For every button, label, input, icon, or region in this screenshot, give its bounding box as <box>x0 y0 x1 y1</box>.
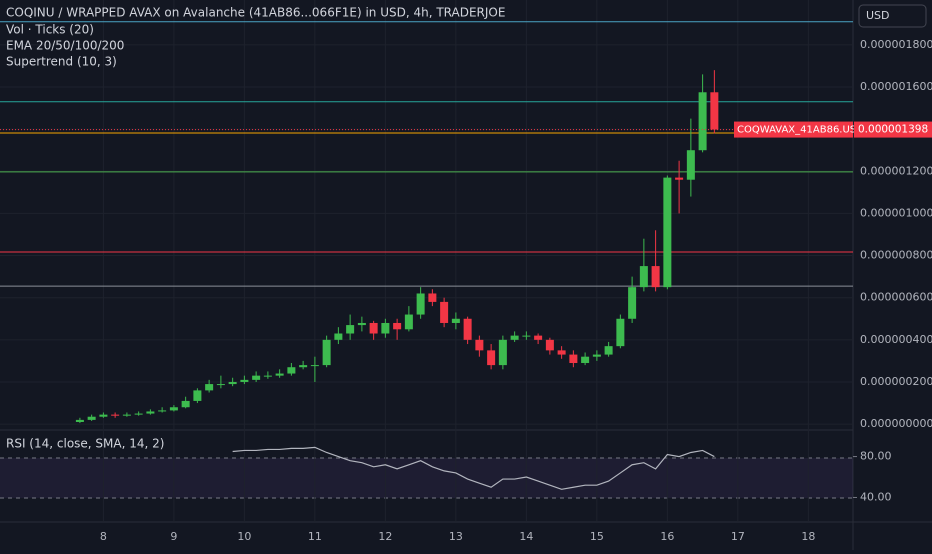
y-tick-label: 0.000000000 <box>860 417 932 430</box>
candle-body <box>581 356 590 364</box>
candle-body <box>181 400 190 408</box>
candle-body <box>522 335 531 337</box>
candle-body <box>534 335 543 340</box>
y-tick-label: 0.000001800 <box>860 38 932 51</box>
candle-body <box>416 293 425 315</box>
symbol-tag: COQWAVAX_41AB86.USD <box>737 125 864 136</box>
indicator: Vol · Ticks (20) <box>6 23 94 37</box>
candle-body <box>487 350 496 366</box>
candle-body <box>369 322 378 334</box>
candle-body <box>134 413 143 415</box>
rsi-line <box>232 446 715 490</box>
rsi-title: RSI (14, close, SMA, 14, 2) <box>6 437 164 451</box>
x-tick-label: 11 <box>308 530 322 543</box>
x-tick-label: 17 <box>731 530 745 543</box>
candle-body <box>675 177 684 180</box>
x-tick-label: 13 <box>449 530 463 543</box>
candle-body <box>498 339 507 366</box>
candle-body <box>334 333 343 340</box>
x-tick-label: 18 <box>801 530 815 543</box>
candle-body <box>475 339 484 351</box>
candle-body <box>322 339 331 366</box>
candle-body <box>111 414 120 416</box>
x-tick-label: 15 <box>590 530 604 543</box>
x-tick-label: 8 <box>100 530 107 543</box>
y-tick-label: 0.000000600 <box>860 291 932 304</box>
candle-body <box>346 325 355 334</box>
candle-body <box>193 390 202 401</box>
candle-body <box>451 318 460 323</box>
rsi-tick-label: 80.00 <box>860 450 892 463</box>
candle-body <box>252 375 261 380</box>
rsi-band <box>0 458 853 498</box>
candle-body <box>651 266 660 288</box>
candle-body <box>240 379 249 382</box>
candle-body <box>545 339 554 351</box>
y-tick-label: 0.000001600 <box>860 80 932 93</box>
candle-body <box>87 416 96 420</box>
candle-body <box>263 375 272 377</box>
x-tick-label: 10 <box>237 530 251 543</box>
candle-body <box>628 287 637 319</box>
candle-body <box>381 322 390 334</box>
candle-body <box>663 177 672 288</box>
y-tick-label: 0.000001200 <box>860 164 932 177</box>
currency-button[interactable] <box>858 4 927 28</box>
candle-body <box>75 419 84 422</box>
x-tick-label: 14 <box>519 530 533 543</box>
symbol-tag-bg <box>734 121 853 138</box>
candle-body <box>592 354 601 357</box>
x-tick-label: 9 <box>170 530 177 543</box>
candle-body <box>99 414 108 417</box>
chart-title: COQINU / WRAPPED AVAX on Avalanche (41AB… <box>6 6 505 20</box>
y-tick-label: 0.000000200 <box>860 375 932 388</box>
candle-body <box>357 322 366 326</box>
candle-body <box>169 407 178 411</box>
candle-body <box>275 373 284 376</box>
y-tick-label: 0.000001000 <box>860 206 932 219</box>
currency[interactable]: USD <box>866 9 890 22</box>
candle-body <box>228 381 237 385</box>
candle-body <box>146 411 155 414</box>
x-tick-label: 16 <box>660 530 674 543</box>
candle-body <box>639 266 648 288</box>
candle-body <box>510 335 519 340</box>
candle-body <box>463 318 472 340</box>
candle-body <box>216 384 225 386</box>
x-tick-label: 12 <box>378 530 392 543</box>
candle-body <box>604 346 613 355</box>
y-tick-label: 0.000000800 <box>860 249 932 262</box>
candle-body <box>310 365 319 367</box>
candle-body <box>616 318 625 347</box>
price-tag: 0.000001398 <box>858 124 928 136</box>
y-tick-label: 0.000000400 <box>860 333 932 346</box>
candle-body <box>122 414 131 416</box>
rsi-tick-label: 40.00 <box>860 490 892 503</box>
candle-body <box>299 365 308 368</box>
candle-body <box>158 410 167 412</box>
candle-body <box>710 92 719 130</box>
indicator: EMA 20/50/100/200 <box>6 39 124 53</box>
candle-body <box>698 92 707 151</box>
indicator: Supertrend (10, 3) <box>6 55 117 69</box>
marks <box>0 0 853 522</box>
price-tag-bg <box>854 121 932 138</box>
candle-body <box>428 293 437 302</box>
candle-body <box>287 367 296 374</box>
candle-body <box>569 354 578 364</box>
candle-body <box>404 314 413 330</box>
candle-body <box>393 322 402 330</box>
candle-body <box>557 350 566 355</box>
candle-body <box>686 150 695 180</box>
candle-body <box>440 301 449 323</box>
candle-body <box>205 384 214 391</box>
